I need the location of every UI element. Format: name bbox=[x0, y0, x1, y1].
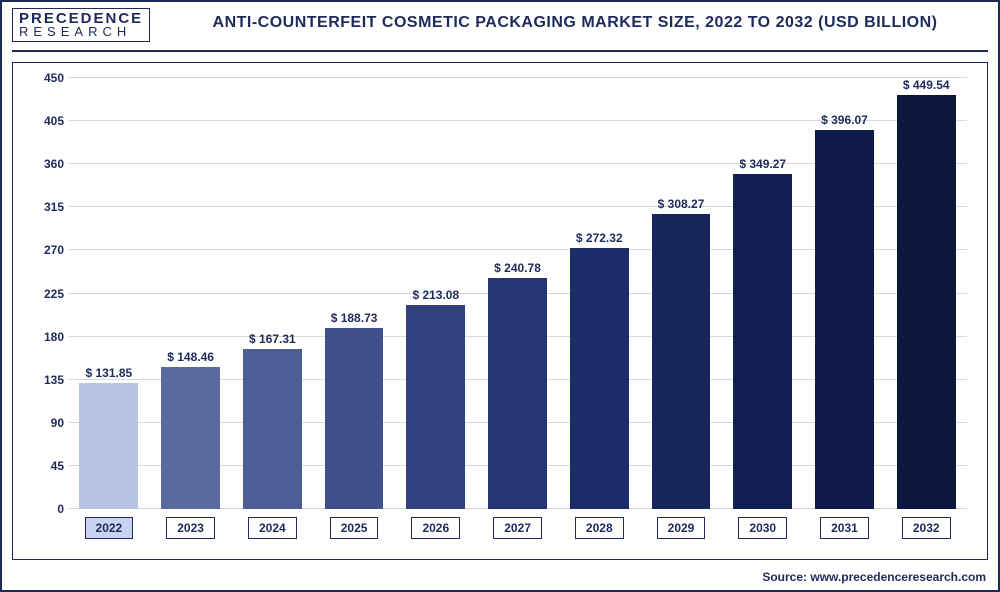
bar-value-label: $ 449.54 bbox=[903, 78, 950, 92]
x-tick-label: 2024 bbox=[248, 517, 297, 539]
bar-slot: $ 449.54 bbox=[885, 78, 967, 509]
brand-logo: PRECEDENCE RESEARCH bbox=[12, 8, 150, 42]
y-tick-label: 45 bbox=[26, 459, 64, 473]
x-tick-label: 2026 bbox=[411, 517, 460, 539]
bar bbox=[79, 383, 138, 509]
x-label-box: 2029 bbox=[640, 517, 722, 539]
x-tick-label: 2027 bbox=[493, 517, 542, 539]
chart-title: ANTI-COUNTERFEIT COSMETIC PACKAGING MARK… bbox=[162, 14, 988, 42]
bar-value-label: $ 131.85 bbox=[86, 366, 133, 380]
chart-frame: 04590135180225270315360405450 $ 131.85$ … bbox=[12, 62, 988, 560]
bar-value-label: $ 349.27 bbox=[739, 157, 786, 171]
bar bbox=[325, 328, 384, 509]
y-tick-label: 135 bbox=[26, 373, 64, 387]
x-tick-label: 2025 bbox=[330, 517, 379, 539]
outer-frame: PRECEDENCE RESEARCH ANTI-COUNTERFEIT COS… bbox=[0, 0, 1000, 592]
plot-area: 04590135180225270315360405450 $ 131.85$ … bbox=[68, 78, 967, 509]
y-tick-label: 405 bbox=[26, 114, 64, 128]
logo-bottom-text: RESEARCH bbox=[19, 26, 143, 38]
bar-value-label: $ 148.46 bbox=[167, 350, 214, 364]
y-tick-label: 0 bbox=[26, 502, 64, 516]
x-label-box: 2022 bbox=[68, 517, 150, 539]
bar-slot: $ 131.85 bbox=[68, 78, 150, 509]
source-attribution: Source: www.precedenceresearch.com bbox=[762, 570, 986, 584]
x-label-box: 2023 bbox=[150, 517, 232, 539]
bar-value-label: $ 213.08 bbox=[412, 288, 459, 302]
x-label-box: 2032 bbox=[885, 517, 967, 539]
bar bbox=[570, 248, 629, 509]
y-tick-label: 315 bbox=[26, 200, 64, 214]
x-tick-label: 2022 bbox=[85, 517, 134, 539]
bar-value-label: $ 272.32 bbox=[576, 231, 623, 245]
y-tick-label: 225 bbox=[26, 287, 64, 301]
x-label-box: 2024 bbox=[231, 517, 313, 539]
x-tick-label: 2032 bbox=[902, 517, 951, 539]
bar-slot: $ 308.27 bbox=[640, 78, 722, 509]
bar bbox=[243, 349, 302, 509]
bar-value-label: $ 167.31 bbox=[249, 332, 296, 346]
bar bbox=[652, 214, 711, 509]
bar-value-label: $ 188.73 bbox=[331, 311, 378, 325]
y-tick-label: 90 bbox=[26, 416, 64, 430]
y-tick-label: 450 bbox=[26, 71, 64, 85]
bar-slot: $ 240.78 bbox=[477, 78, 559, 509]
x-label-box: 2027 bbox=[477, 517, 559, 539]
bar bbox=[815, 130, 874, 509]
x-tick-label: 2031 bbox=[820, 517, 869, 539]
x-tick-label: 2030 bbox=[738, 517, 787, 539]
bar-slot: $ 167.31 bbox=[231, 78, 313, 509]
x-label-box: 2026 bbox=[395, 517, 477, 539]
bar bbox=[406, 305, 465, 509]
bar bbox=[733, 174, 792, 509]
title-rule bbox=[12, 50, 988, 52]
bar-slot: $ 148.46 bbox=[150, 78, 232, 509]
bar-value-label: $ 240.78 bbox=[494, 261, 541, 275]
x-label-box: 2030 bbox=[722, 517, 804, 539]
bar-value-label: $ 308.27 bbox=[658, 197, 705, 211]
bar-slot: $ 188.73 bbox=[313, 78, 395, 509]
bar bbox=[897, 95, 956, 509]
x-tick-label: 2029 bbox=[657, 517, 706, 539]
x-tick-label: 2028 bbox=[575, 517, 624, 539]
x-axis-labels: 2022 2023 2024 2025 2026 2027 2028 2029 2030 2031… bbox=[68, 517, 967, 539]
bar-slot: $ 349.27 bbox=[722, 78, 804, 509]
bars-row: $ 131.85 $ 148.46 $ 167.31 $ 188.73 $ 213.08… bbox=[68, 78, 967, 509]
x-label-box: 2025 bbox=[313, 517, 395, 539]
y-tick-label: 360 bbox=[26, 157, 64, 171]
x-label-box: 2031 bbox=[804, 517, 886, 539]
bar-slot: $ 272.32 bbox=[558, 78, 640, 509]
bar-slot: $ 213.08 bbox=[395, 78, 477, 509]
y-tick-label: 180 bbox=[26, 330, 64, 344]
bar-value-label: $ 396.07 bbox=[821, 113, 868, 127]
x-label-box: 2028 bbox=[558, 517, 640, 539]
bar bbox=[488, 278, 547, 509]
x-tick-label: 2023 bbox=[166, 517, 215, 539]
y-tick-label: 270 bbox=[26, 243, 64, 257]
bar-slot: $ 396.07 bbox=[804, 78, 886, 509]
bar bbox=[161, 367, 220, 509]
